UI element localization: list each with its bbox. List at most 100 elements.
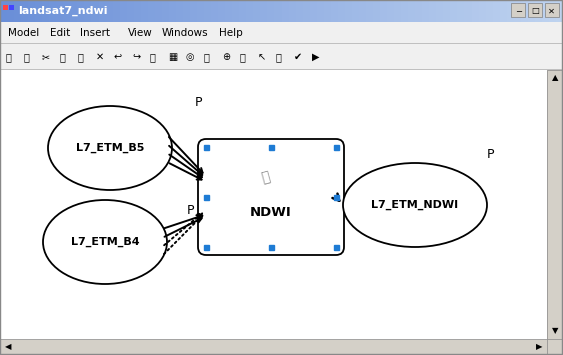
Bar: [450, 0, 458, 22]
Bar: [127, 0, 135, 22]
Text: L7_ETM_B4: L7_ETM_B4: [71, 237, 139, 247]
Ellipse shape: [48, 106, 172, 190]
Text: ▶: ▶: [536, 343, 542, 351]
Bar: [464, 0, 472, 22]
Text: Help: Help: [219, 28, 243, 38]
Bar: [528, 3, 542, 17]
Bar: [333, 245, 338, 250]
Bar: [275, 0, 283, 22]
Bar: [113, 0, 120, 22]
Text: ─: ─: [516, 6, 521, 16]
Bar: [28, 0, 36, 22]
Bar: [3, 5, 8, 10]
Ellipse shape: [343, 163, 487, 247]
Bar: [269, 245, 274, 250]
Bar: [479, 0, 486, 22]
Bar: [50, 0, 57, 22]
Bar: [77, 0, 86, 22]
Bar: [260, 0, 269, 22]
Bar: [500, 0, 508, 22]
Bar: [267, 0, 275, 22]
Bar: [169, 0, 177, 22]
Bar: [190, 0, 198, 22]
FancyBboxPatch shape: [198, 139, 344, 255]
Bar: [134, 0, 142, 22]
Bar: [296, 0, 303, 22]
Bar: [345, 0, 353, 22]
Text: ↖: ↖: [258, 52, 266, 62]
Bar: [549, 0, 557, 22]
Bar: [203, 144, 208, 149]
Text: ➕: ➕: [150, 52, 156, 62]
Bar: [408, 0, 416, 22]
Text: ▲: ▲: [552, 73, 558, 82]
Bar: [0, 44, 563, 70]
Text: □: □: [531, 6, 539, 16]
Text: ⤡: ⤡: [204, 52, 210, 62]
Bar: [310, 0, 318, 22]
Bar: [324, 0, 332, 22]
Bar: [14, 0, 22, 22]
Bar: [430, 0, 437, 22]
Bar: [0, 339, 547, 355]
Bar: [380, 0, 388, 22]
Bar: [352, 0, 360, 22]
Bar: [316, 0, 325, 22]
Bar: [545, 3, 559, 17]
Bar: [0, 43, 563, 44]
Bar: [394, 0, 402, 22]
Text: P: P: [186, 203, 194, 217]
Text: Edit: Edit: [50, 28, 70, 38]
Text: ✕: ✕: [96, 52, 104, 62]
Bar: [333, 144, 338, 149]
Bar: [176, 0, 184, 22]
Bar: [444, 0, 452, 22]
Bar: [513, 0, 522, 22]
Bar: [203, 245, 208, 250]
Bar: [547, 70, 563, 339]
Text: 📋: 📋: [60, 52, 66, 62]
Bar: [0, 70, 547, 355]
Bar: [162, 0, 170, 22]
Text: P: P: [486, 148, 494, 162]
Text: ↪: ↪: [132, 52, 140, 62]
Bar: [63, 0, 72, 22]
Bar: [70, 0, 78, 22]
Bar: [485, 0, 494, 22]
Text: ✔: ✔: [294, 52, 302, 62]
Text: Model: Model: [8, 28, 39, 38]
Text: Insert: Insert: [80, 28, 110, 38]
Bar: [233, 0, 240, 22]
Bar: [91, 0, 100, 22]
Bar: [535, 0, 543, 22]
Bar: [0, 22, 563, 44]
Bar: [289, 0, 297, 22]
Text: L7_ETM_B5: L7_ETM_B5: [76, 143, 144, 153]
Text: ◀: ◀: [5, 343, 11, 351]
Text: 💾: 💾: [6, 52, 12, 62]
Bar: [239, 0, 247, 22]
Bar: [422, 0, 430, 22]
Bar: [338, 0, 346, 22]
Bar: [436, 0, 444, 22]
Bar: [507, 0, 515, 22]
Bar: [528, 0, 536, 22]
Bar: [84, 0, 92, 22]
Bar: [359, 0, 367, 22]
Bar: [493, 0, 501, 22]
Text: landsat7_ndwi: landsat7_ndwi: [18, 6, 108, 16]
Bar: [331, 0, 339, 22]
Bar: [387, 0, 395, 22]
Bar: [247, 0, 254, 22]
Bar: [203, 195, 208, 200]
Bar: [211, 0, 219, 22]
Bar: [401, 0, 409, 22]
Text: Windows: Windows: [162, 28, 209, 38]
Text: ✕: ✕: [547, 6, 555, 16]
Bar: [472, 0, 480, 22]
Bar: [42, 0, 50, 22]
Bar: [333, 195, 338, 200]
Text: P: P: [194, 97, 202, 109]
Bar: [155, 0, 163, 22]
Bar: [556, 0, 563, 22]
